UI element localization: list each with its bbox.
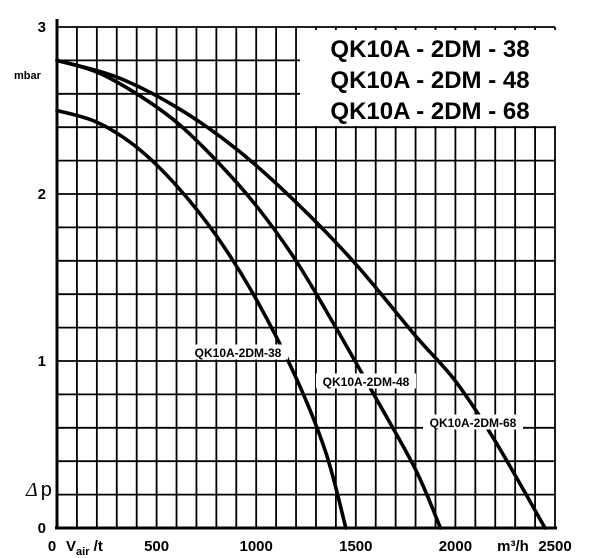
x-axis-unit: m³/h (497, 538, 529, 555)
x-tick-label: 500 (144, 538, 169, 555)
x-tick-label: 0 (48, 538, 56, 555)
title-box: QK10A - 2DM - 38 QK10A - 2DM - 48 QK10A … (300, 30, 558, 126)
title-line-38: QK10A - 2DM - 38 (330, 36, 529, 63)
x-axis-label: Vair /t (66, 538, 103, 558)
tick-labels: 0 1 2 3 0 500 1000 1500 2000 2500 (38, 19, 572, 555)
x-axis-label-sub: air (76, 546, 90, 558)
x-tick-label: 2500 (538, 538, 571, 555)
series-label-bg (316, 373, 416, 389)
series-label-bg (423, 414, 523, 430)
y-axis-unit: mbar (14, 70, 42, 82)
series-curve-1 (55, 58, 443, 530)
series-curve-0 (55, 108, 348, 530)
title-line-48: QK10A - 2DM - 48 (330, 67, 529, 94)
y-tick-label: 2 (38, 186, 46, 203)
y-axis-label-delta: Δ (25, 479, 38, 501)
y-tick-label: 0 (38, 520, 46, 537)
series-label-1: QK10A-2DM-48 (323, 375, 410, 389)
series-label-bg (188, 344, 288, 360)
y-axis-label-p: p (41, 479, 52, 501)
series-labels: QK10A-2DM-38 QK10A-2DM-48 QK10A-2DM-68 (188, 344, 523, 430)
y-tick-label: 3 (38, 19, 46, 36)
series-label-0: QK10A-2DM-38 (195, 346, 282, 360)
series-label-2: QK10A-2DM-68 (430, 416, 517, 430)
title-line-68: QK10A - 2DM - 68 (330, 98, 529, 125)
x-axis-label-v: V (66, 538, 76, 555)
x-tick-label: 1500 (339, 538, 372, 555)
x-tick-label: 1000 (240, 538, 273, 555)
x-axis-label-suffix: /t (89, 538, 102, 555)
y-tick-label: 1 (38, 353, 46, 370)
x-tick-label: 2000 (439, 538, 472, 555)
